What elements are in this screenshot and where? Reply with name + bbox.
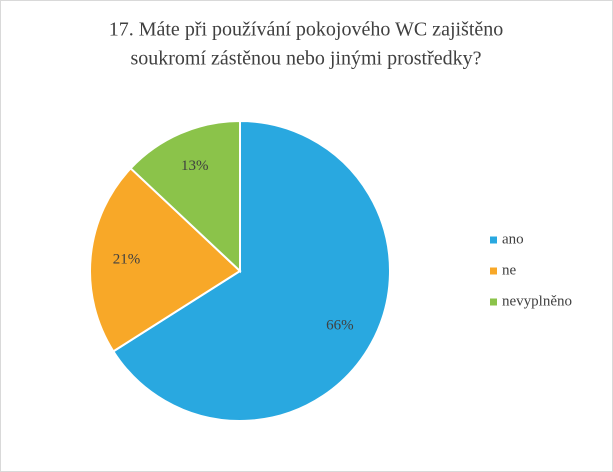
legend-label: nevyplněno	[502, 293, 572, 309]
legend-label: ne	[502, 262, 517, 278]
data-label: 66%	[326, 317, 354, 333]
legend-marker	[490, 267, 497, 275]
legend-marker	[490, 298, 497, 306]
chart-title: soukromí zástěnou nebo jinými prostředky…	[130, 48, 481, 70]
pie-slice	[89, 166, 242, 353]
data-label: 13%	[181, 158, 209, 174]
chart-title: 17. Máte při používání pokojového WC zaj…	[109, 19, 504, 41]
pie-slice	[129, 119, 241, 274]
data-label: 21%	[113, 252, 141, 268]
legend-marker	[490, 236, 497, 244]
pie-slice	[111, 119, 391, 422]
legend-label: ano	[502, 231, 524, 247]
